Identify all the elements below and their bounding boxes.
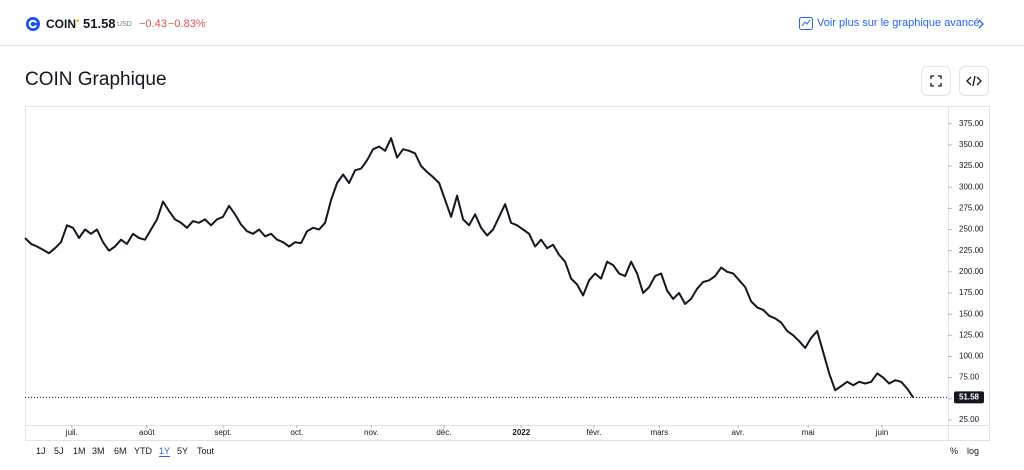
range-button[interactable]: YTD	[134, 446, 152, 456]
y-tick-label: 175.00	[959, 288, 984, 297]
y-tick-label: 75.00	[959, 373, 980, 382]
embed-icon	[966, 75, 982, 87]
advanced-chart-link[interactable]: Voir plus sur le graphique avancé	[817, 17, 980, 29]
y-tick-label: 100.00	[959, 352, 984, 361]
range-button[interactable]: 1M	[73, 446, 86, 456]
fullscreen-button[interactable]	[921, 66, 951, 96]
y-tick-label: 375.00	[959, 119, 984, 128]
chart-frame	[25, 106, 990, 441]
x-tick-label: 2022	[512, 428, 530, 437]
currency: USD	[117, 21, 132, 28]
range-button[interactable]: 1Y	[159, 446, 171, 457]
y-tick-label: 200.00	[959, 267, 984, 276]
y-tick-label: 300.00	[959, 182, 984, 191]
price-line	[24, 137, 915, 398]
y-tick-label: 125.00	[959, 330, 984, 339]
price: 51.58	[83, 16, 116, 31]
embed-button[interactable]	[959, 66, 989, 96]
x-tick-label: juin	[875, 428, 888, 437]
y-tick-label: 225.00	[959, 246, 984, 255]
chart-icon[interactable]	[799, 17, 813, 30]
x-tick-label: mai	[802, 428, 815, 437]
x-tick-label: déc.	[436, 428, 451, 437]
y-tick-label: 350.00	[959, 140, 984, 149]
header-bar: COIN • 51.58 USD −0.43 −0.83% Voir plus …	[0, 0, 1024, 46]
x-tick-label: avr.	[732, 428, 745, 437]
range-button[interactable]: Tout	[197, 446, 215, 456]
range-button[interactable]: 5Y	[177, 446, 189, 456]
x-tick-label: juil.	[65, 428, 78, 437]
y-tick-label: 250.00	[959, 225, 984, 234]
x-tick-label: oct.	[290, 428, 303, 437]
chevron[interactable]	[977, 19, 985, 29]
x-tick-label: nov.	[364, 428, 379, 437]
page-title: COIN Graphique	[25, 69, 167, 90]
last-price-badge	[954, 391, 984, 404]
y-tick-label: 25.00	[959, 415, 980, 424]
y-tick-label: 275.00	[959, 203, 984, 212]
symbol[interactable]: COIN	[46, 17, 76, 31]
range-button[interactable]: 1J	[36, 446, 46, 456]
range-button[interactable]: 5J	[54, 446, 64, 456]
range-button[interactable]: 3M	[92, 446, 105, 456]
change: −0.43	[139, 18, 167, 30]
logo	[26, 17, 40, 31]
x-tick-label: sept.	[214, 428, 231, 437]
fullscreen-icon	[930, 75, 942, 87]
scale-option[interactable]: log	[967, 446, 980, 456]
x-tick-label: févr.	[586, 428, 601, 437]
change-percent: −0.83%	[168, 18, 206, 30]
status-dot: •	[76, 16, 80, 27]
scale-option[interactable]: %	[950, 446, 959, 456]
last-price-label: 51.58	[959, 393, 980, 402]
y-tick-label: 150.00	[959, 309, 984, 318]
range-button[interactable]: 6M	[114, 446, 127, 456]
y-tick-label: 325.00	[959, 161, 984, 170]
x-tick-label: août	[139, 428, 155, 437]
x-tick-label: mars	[650, 428, 668, 437]
